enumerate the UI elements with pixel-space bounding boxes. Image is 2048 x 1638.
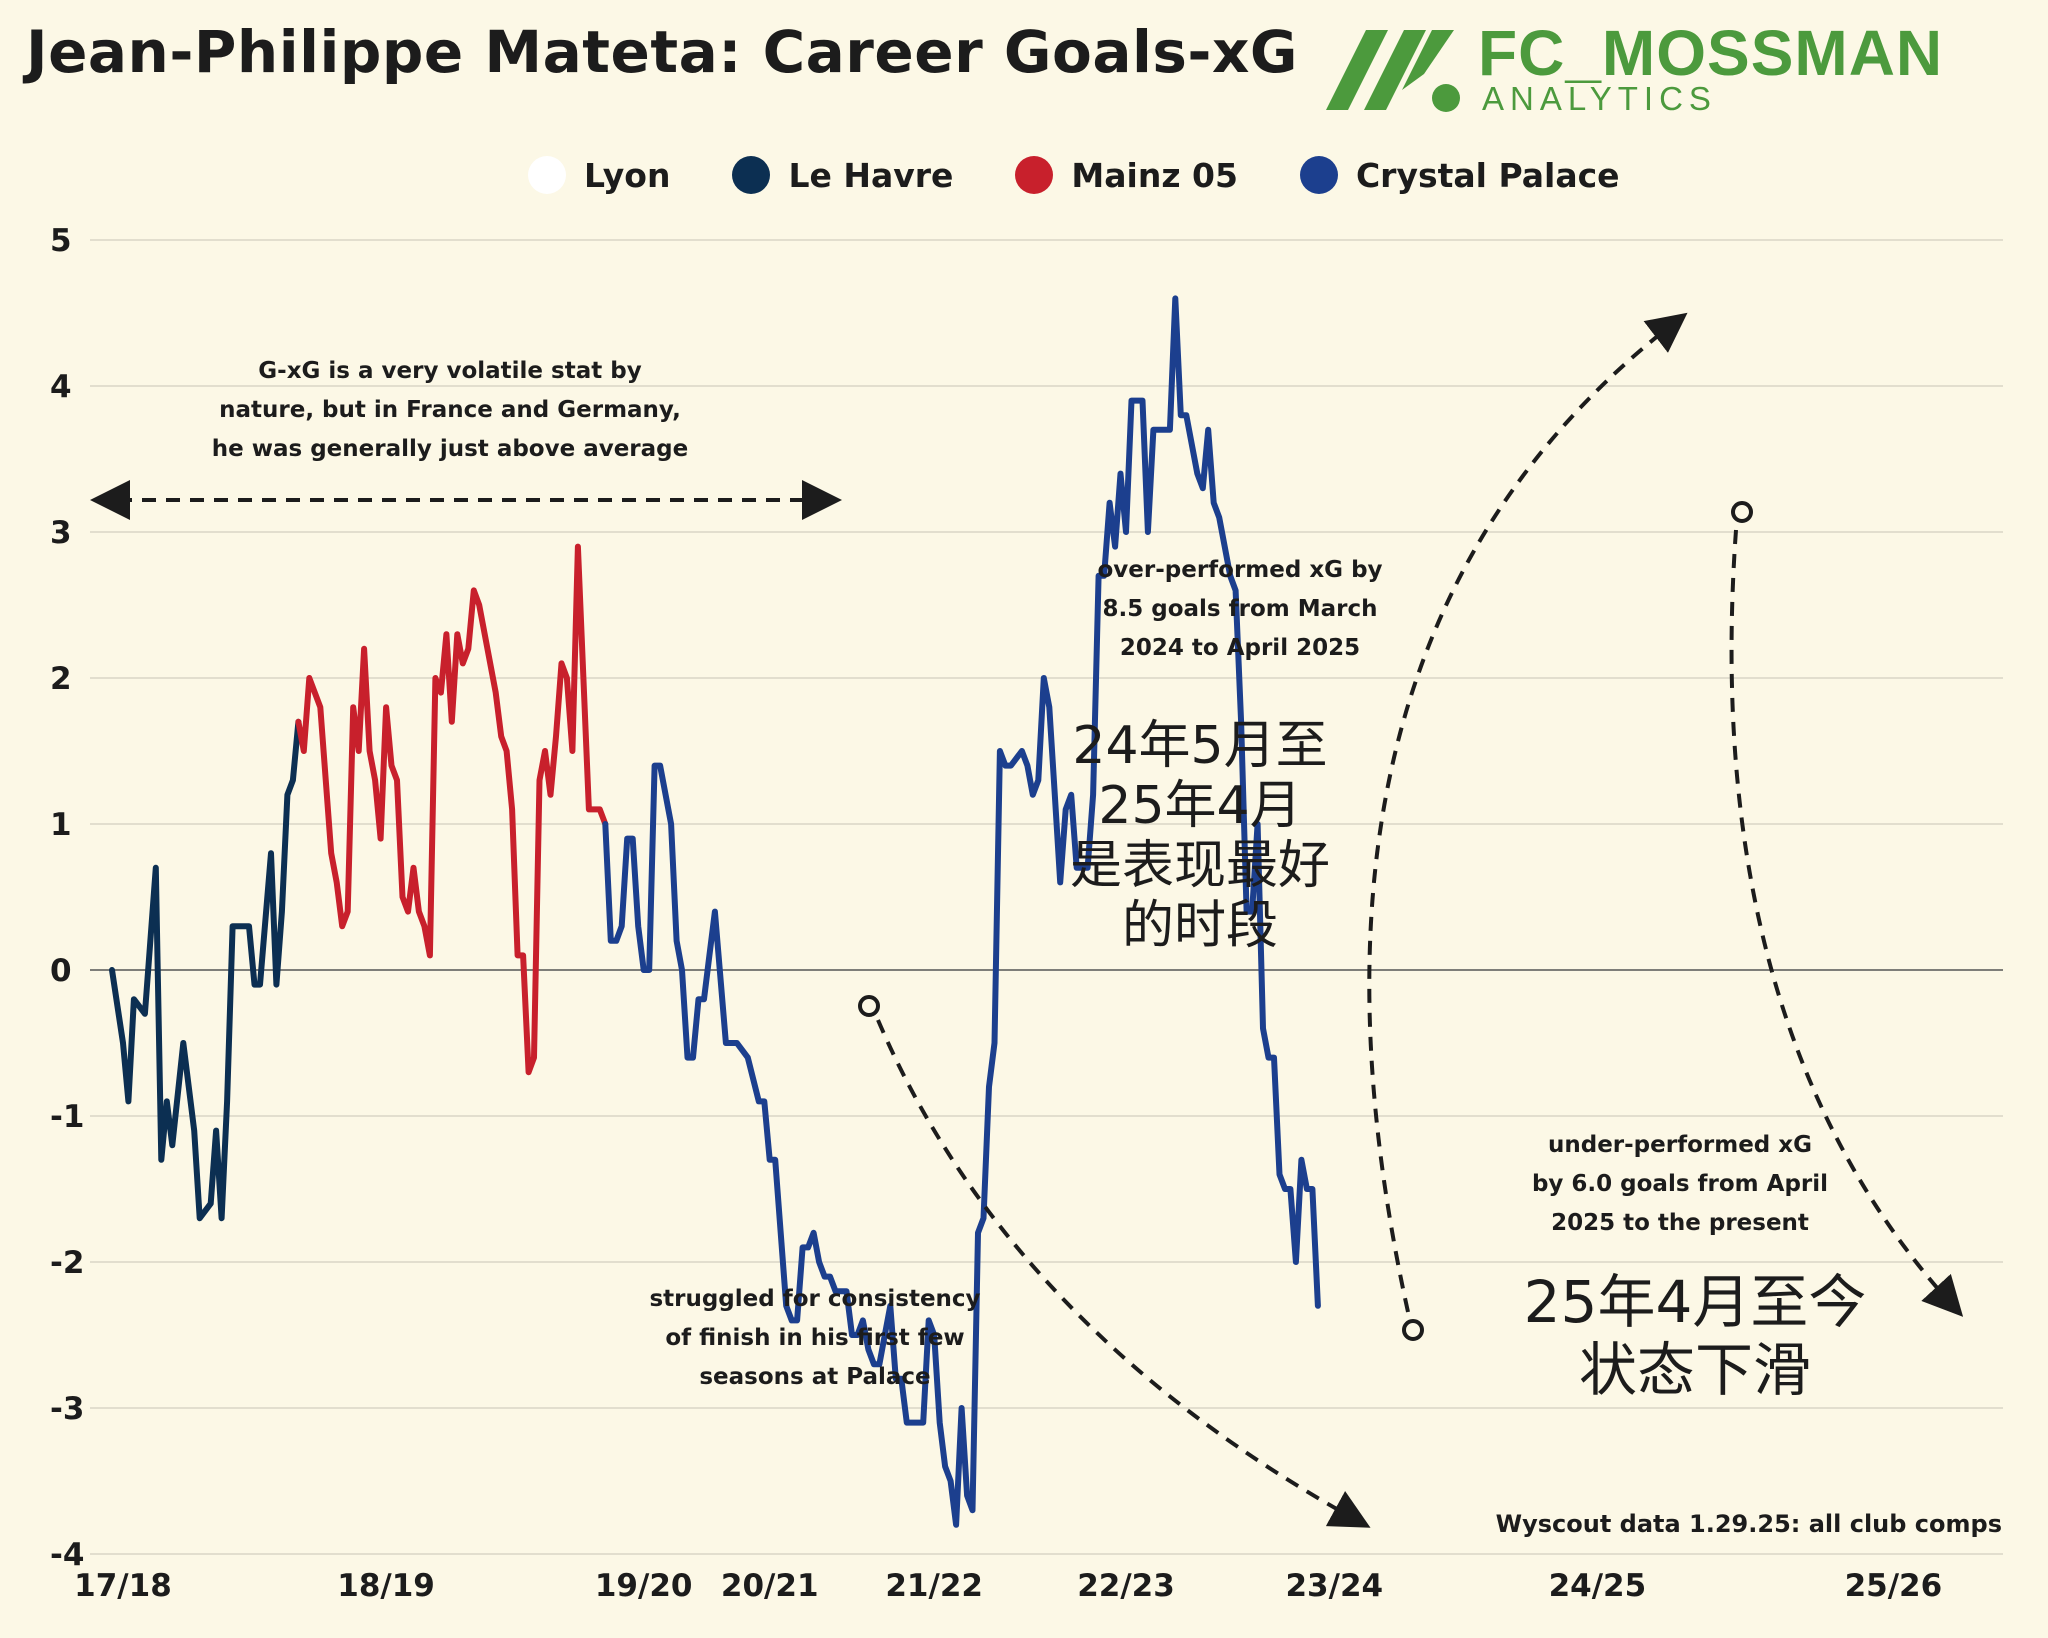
y-tick-label: 3 [50,515,72,551]
annotation-line: 25年4月至今 [1523,1268,1867,1336]
y-tick-label: -1 [50,1099,84,1135]
annotation-under-performed-zh: 25年4月至今 状态下滑 [1460,1268,1930,1404]
over-performed-marker [1402,1319,1424,1341]
series-line-mainz-05 [295,543,609,1076]
annotation-line: nature, but in France and Germany, [219,397,681,423]
legend-item-le-havre: Le Havre [732,156,953,195]
over-performed-arrow [1367,312,1688,1313]
annotation-line: 的时段 [1121,896,1278,956]
legend-label: Mainz 05 [1071,155,1238,195]
x-tick-label: 21/22 [885,1568,983,1604]
annotation-line: 25年4月 [1098,776,1302,836]
x-tick-label: 19/20 [595,1568,693,1604]
annotation-line: G-xG is a very volatile stat by [258,358,642,384]
y-tick-label: -4 [50,1537,84,1573]
x-tick-label: 22/23 [1077,1568,1175,1604]
stripes-logo-icon [1326,30,1460,112]
annotation-line: he was generally just above average [211,436,689,462]
legend-swatch [1015,156,1054,194]
logo-name: FC_MOSSMAN [1478,17,1944,89]
legend-swatch [732,156,771,194]
annotation-line: 状态下滑 [1578,1336,1811,1404]
x-tick-label: 24/25 [1549,1568,1647,1604]
legend-swatch [528,156,566,194]
annotation-line: under-performed xG [1547,1132,1812,1158]
y-tick-label: 5 [50,223,72,259]
legend-label: Lyon [584,155,671,195]
annotation-early-career: G-xG is a very volatile stat by nature, … [190,352,710,469]
struggle-arrow [876,1019,1371,1528]
legend-item-crystal-palace: Crystal Palace [1299,155,1620,195]
annotation-line: 24年5月至 [1072,716,1328,776]
y-tick-label: -3 [50,1391,84,1427]
x-tick-label: 20/21 [721,1568,819,1604]
legend-swatch [1299,156,1338,194]
annotation-line: 是表现最好 [1069,836,1330,896]
y-tick-label: 1 [50,807,72,843]
legend-item-mainz: Mainz 05 [1015,156,1238,195]
annotation-line: struggled for consistency [649,1286,981,1312]
annotation-line: of finish in his first few [665,1325,965,1351]
legend-label: Le Havre [788,155,954,195]
chart-legend: Lyon Le Havre Mainz 05 Crystal Palace [528,150,1682,200]
chart-title: Jean-Philippe Mateta: Career Goals-xG [26,18,1298,86]
struggle-marker [858,995,880,1017]
annotation-struggle: struggled for consistency of finish in h… [620,1280,1010,1397]
annotation-line: 8.5 goals from March [1102,596,1378,622]
x-tick-label: 18/19 [337,1568,435,1604]
annotation-line: 2025 to the present [1551,1210,1809,1236]
logo-subtitle: ANALYTICS [1482,80,1717,117]
under-performed-arrow [1729,529,1964,1317]
annotation-line: over-performed xG by [1097,557,1383,583]
legend-label: Crystal Palace [1355,155,1620,195]
annotation-line: 2024 to April 2025 [1119,635,1361,661]
series-line-le-havre [109,718,302,1222]
annotation-over-performed-zh: 24年5月至 25年4月 是表现最好 的时段 [1040,716,1360,956]
y-axis-ticks: 5 4 3 2 1 0 -1 -2 -3 -4 [50,223,84,1573]
under-performed-marker [1731,501,1753,523]
annotation-under-performed: under-performed xG by 6.0 goals from Apr… [1500,1126,1860,1243]
annotation-line: seasons at Palace [699,1364,931,1390]
grid-lines [90,239,2003,1555]
y-tick-label: 4 [50,369,72,405]
x-axis-ticks: 17/18 18/19 19/20 20/21 21/22 22/23 23/24 24/25… [74,1568,1942,1604]
x-tick-label: 25/26 [1845,1568,1943,1604]
y-tick-label: 2 [50,661,72,697]
series-lines [109,295,1321,1528]
annotation-line: by 6.0 goals from April [1531,1171,1829,1197]
brand-logo: FC_MOSSMAN ANALYTICS [1326,14,2026,124]
annotation-over-performed: over-performed xG by 8.5 goals from Marc… [1060,551,1420,668]
x-tick-label: 23/24 [1285,1568,1383,1604]
data-source-note: Wyscout data 1.29.25: all club comps [1495,1510,2002,1538]
series-line-crystal-palace [602,295,1321,1528]
y-tick-label: 0 [50,953,72,989]
legend-item-lyon: Lyon [528,156,670,195]
y-tick-label: -2 [50,1245,84,1281]
x-tick-label: 17/18 [74,1568,172,1604]
